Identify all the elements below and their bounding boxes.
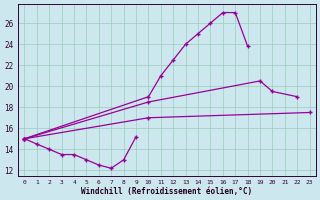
X-axis label: Windchill (Refroidissement éolien,°C): Windchill (Refroidissement éolien,°C) [82,187,252,196]
